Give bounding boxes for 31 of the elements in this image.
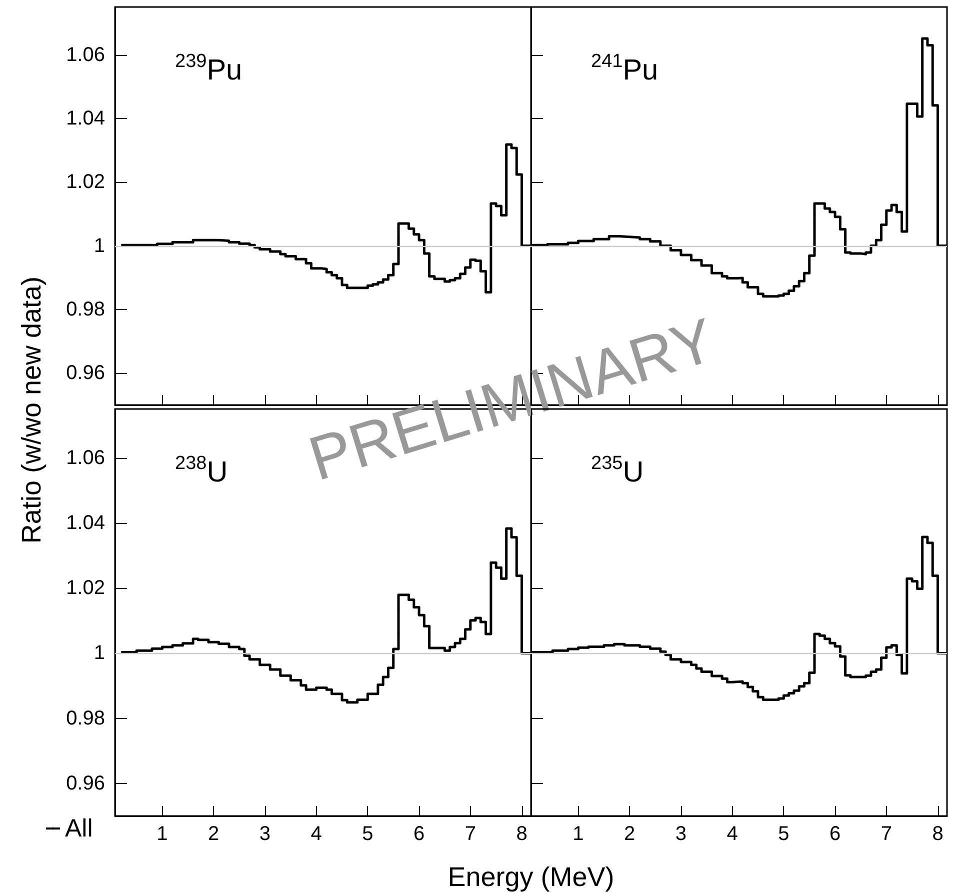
y-tick-label: 0.96 [66,772,105,794]
y-tick-label: 1 [94,642,105,664]
x-tick-label: 5 [778,823,790,845]
x-tick-label: 3 [675,823,687,845]
x-tick-label: 2 [624,823,636,845]
y-tick-label: 1.02 [66,577,105,600]
x-tick-label: 2 [208,823,220,845]
x-tick-label: 7 [880,823,892,845]
x-tick-label: 3 [259,823,271,845]
y-tick-label: 1.04 [66,512,105,534]
x-tick-label: 1 [156,823,168,845]
y-tick-label: 1.06 [66,44,105,66]
x-tick-label: 4 [726,823,738,845]
y-tick-label: 1.02 [66,171,105,194]
x-tick-label: 6 [829,823,841,845]
x-tick-label: 6 [413,823,425,845]
legend-label: All [65,814,93,842]
y-tick-label: 0.96 [66,362,105,384]
x-tick-label: 1 [572,823,584,845]
y-axis-title: Ratio (w/wo new data) [16,276,48,544]
x-axis-title: Energy (MeV) [448,862,614,893]
x-tick-label: 5 [362,823,374,845]
x-tick-label: 4 [310,823,322,845]
y-tick-label: 1 [94,234,105,257]
y-tick-label: 0.98 [66,707,105,730]
y-tick-label: 1.04 [66,107,105,130]
x-tick-label: 8 [932,823,944,845]
y-tick-label: 0.98 [66,298,105,320]
x-tick-label: 7 [464,823,476,845]
y-tick-label: 1.06 [66,446,105,469]
x-tick-label: 8 [516,823,528,845]
